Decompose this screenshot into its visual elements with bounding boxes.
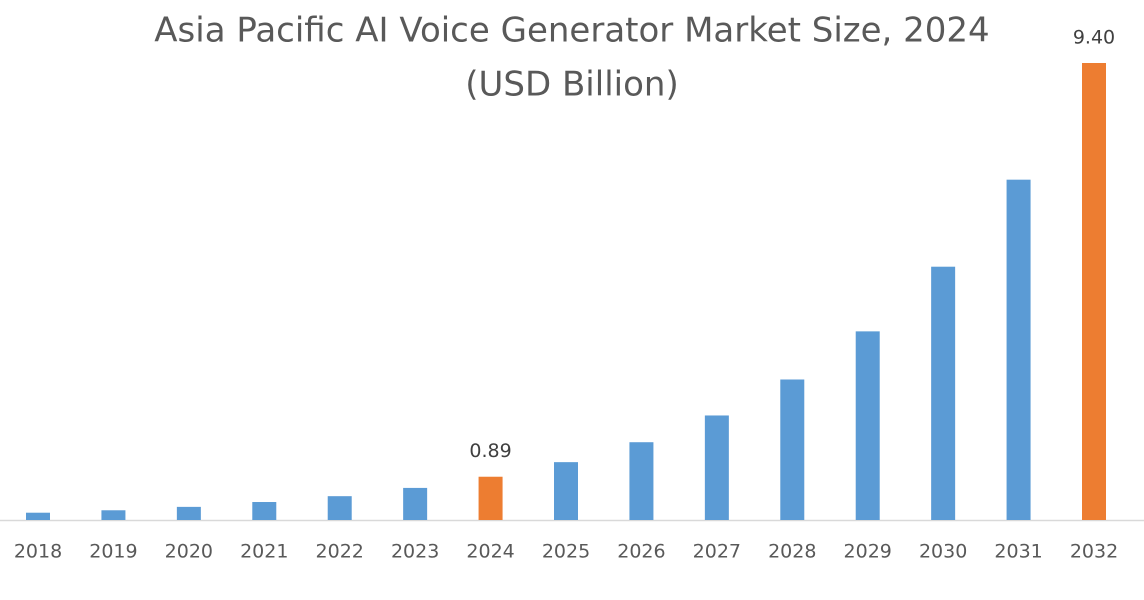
chart-subtitle: (USD Billion) — [465, 65, 678, 105]
value-label: 0.89 — [469, 440, 511, 462]
x-tick-label: 2018 — [14, 541, 62, 563]
x-tick-label: 2019 — [89, 541, 137, 563]
bar — [629, 442, 654, 520]
bar — [1006, 179, 1031, 520]
x-tick-label: 2022 — [316, 541, 364, 563]
bar — [101, 510, 126, 520]
x-tick-label: 2028 — [768, 541, 816, 563]
bar — [554, 462, 578, 520]
bar — [1082, 63, 1106, 520]
x-tick-label: 2025 — [542, 541, 590, 563]
bar — [855, 331, 880, 520]
x-tick-label: 2030 — [919, 541, 967, 563]
x-tick-label: 2020 — [165, 541, 213, 563]
bar — [780, 379, 805, 520]
bar — [403, 487, 428, 520]
value-label: 9.40 — [1073, 27, 1115, 49]
bar — [931, 266, 956, 520]
x-tick-label: 2032 — [1070, 541, 1118, 563]
x-tick-label: 2027 — [693, 541, 741, 563]
x-tick-label: 2023 — [391, 541, 439, 563]
x-tick-label: 2029 — [844, 541, 892, 563]
bar — [478, 476, 503, 520]
bar — [252, 502, 277, 520]
x-tick-label: 2026 — [617, 541, 665, 563]
bar — [704, 415, 729, 520]
x-tick-label: 2021 — [240, 541, 288, 563]
x-tick-label: 2031 — [994, 541, 1042, 563]
bar — [327, 496, 352, 520]
x-tick-label: 2024 — [466, 541, 514, 563]
chart-title: Asia Pacific AI Voice Generator Market S… — [154, 11, 989, 51]
bar — [176, 506, 201, 520]
bar — [26, 512, 50, 520]
